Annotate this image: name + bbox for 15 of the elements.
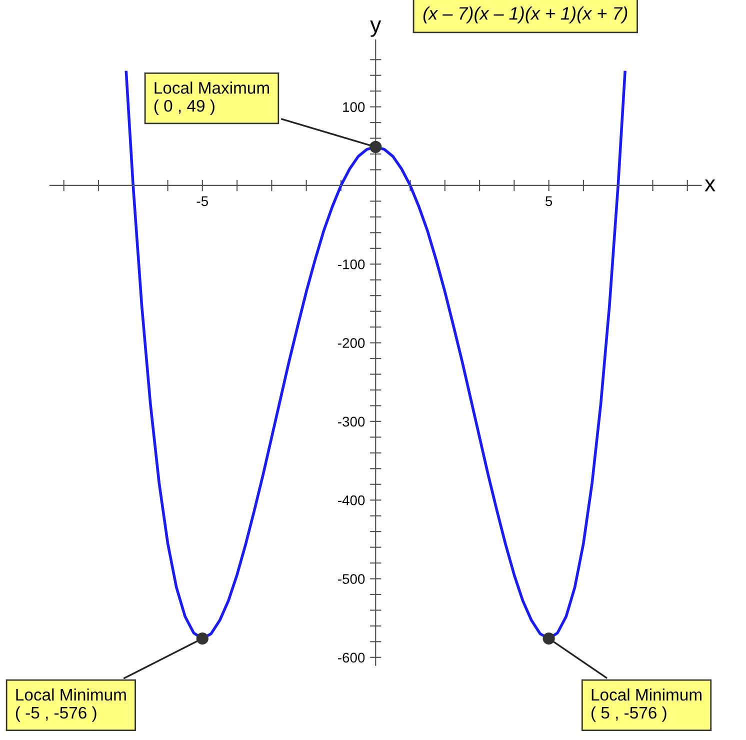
y-tick-label: -500 [338,574,365,584]
x-tick-label: -5 [196,196,208,206]
x-axis-title: x [704,179,716,192]
text: (x – 7)(x – 1)(x + 1)(x + 7) [423,6,628,24]
y-tick-label: 100 [343,102,365,112]
y-tick-label: -200 [338,338,365,348]
x-tick-label: 5 [546,196,552,206]
y-tick-label: -400 [338,495,365,506]
annotation: Local Minimum ( 5 , -576 ) [592,688,702,722]
annotation: Local Maximum ( 0 , 49 ) [154,82,269,116]
y-tick-label: -100 [338,259,365,270]
y-tick-label: -600 [338,652,365,663]
y-axis-title: y [370,20,382,37]
annotation: Local Minimum ( -5 , -576 ) [16,688,126,722]
y-tick-label: -300 [338,416,365,427]
